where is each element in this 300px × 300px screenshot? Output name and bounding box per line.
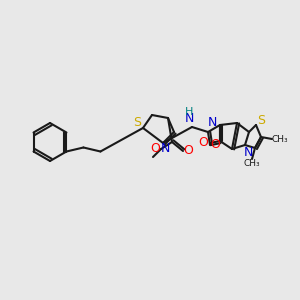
Text: S: S xyxy=(257,113,265,127)
Text: N: N xyxy=(207,116,217,128)
Text: O: O xyxy=(198,136,208,149)
Text: N: N xyxy=(184,112,194,125)
Text: H: H xyxy=(185,107,193,117)
Text: CH₃: CH₃ xyxy=(244,160,260,169)
Text: CH₃: CH₃ xyxy=(272,134,288,143)
Text: S: S xyxy=(133,116,141,130)
Text: O: O xyxy=(210,139,220,152)
Text: O: O xyxy=(150,142,160,154)
Text: N: N xyxy=(160,142,170,155)
Text: O: O xyxy=(183,143,193,157)
Text: N: N xyxy=(243,146,253,158)
